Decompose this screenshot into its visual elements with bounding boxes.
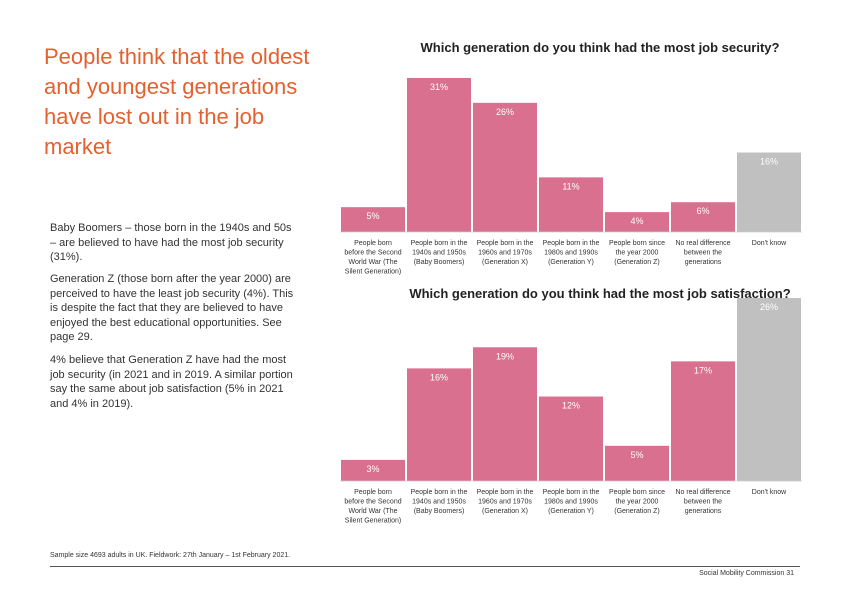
bar-label-satisfaction-1: 16%: [430, 372, 448, 382]
bar-label-satisfaction-0: 3%: [366, 464, 379, 474]
bar-satisfaction-0: [341, 459, 405, 481]
bar-label-satisfaction-6: 26%: [760, 302, 778, 312]
chart-title-job-satisfaction: Which generation do you think had the mo…: [409, 286, 791, 301]
footer-divider: [50, 566, 800, 567]
bar-label-satisfaction-2: 19%: [496, 351, 514, 361]
bar-label-security-0: 5%: [366, 211, 379, 221]
category-label-satisfaction-3: People born in the 1980s and 1990s (Genera…: [543, 489, 600, 515]
category-label-satisfaction-0: People born before the Second World War (T…: [344, 489, 401, 525]
category-label-security-2: People born in the 1960s and 1970s (Genera…: [477, 240, 534, 266]
bar-security-0: [341, 207, 405, 232]
bar-label-security-3: 11%: [562, 181, 579, 191]
category-label-satisfaction-2: People born in the 1960s and 1970s (Genera…: [477, 489, 534, 515]
bar-label-satisfaction-5: 17%: [694, 365, 712, 375]
bar-security-4: [605, 212, 669, 232]
footer-sample-note: Sample size 4693 adults in UK. Fieldwork…: [50, 552, 291, 559]
bar-security-3: [539, 177, 603, 232]
page-headline: People think that the oldest and younges…: [44, 44, 310, 159]
footer-page-number: Social Mobility Commission 31: [699, 570, 794, 577]
bar-label-satisfaction-3: 12%: [562, 401, 580, 411]
bar-security-2: [473, 102, 537, 232]
bar-satisfaction-6: [737, 298, 801, 481]
category-label-satisfaction-4: People born since the year 2000 (Generatio…: [609, 489, 665, 515]
bar-satisfaction-3: [539, 396, 603, 481]
chart-title-job-security: Which generation do you think had the mo…: [420, 40, 780, 55]
bar-security-1: [407, 78, 471, 232]
category-label-security-4: People born since the year 2000 (Generatio…: [609, 240, 665, 266]
category-label-satisfaction-6: Don't know: [752, 489, 787, 496]
category-label-security-1: People born in the 1940s and 1950s (Baby B…: [411, 240, 468, 266]
bar-label-security-6: 16%: [760, 157, 778, 167]
bar-satisfaction-5: [671, 361, 735, 481]
bar-satisfaction-1: [407, 368, 471, 481]
category-label-security-5: No real difference between the generations: [675, 240, 730, 266]
paragraph-baby-boomers: Baby Boomers – those born in the 1940s a…: [50, 222, 292, 263]
category-label-security-6: Don't know: [752, 240, 787, 247]
bar-security-6: [737, 152, 801, 232]
bar-satisfaction-4: [605, 445, 669, 481]
category-label-security-0: People born before the Second World War (T…: [344, 240, 401, 276]
bar-security-5: [671, 202, 735, 232]
bar-label-satisfaction-4: 5%: [630, 450, 643, 460]
bar-label-security-5: 6%: [696, 206, 709, 216]
category-label-satisfaction-5: No real difference between the generations: [675, 489, 730, 515]
paragraph-generation-z: Generation Z (those born after the year …: [50, 273, 294, 343]
bar-label-security-1: 31%: [430, 82, 448, 92]
bar-label-security-4: 4%: [630, 216, 643, 226]
bar-label-security-2: 26%: [496, 107, 514, 117]
category-label-satisfaction-1: People born in the 1940s and 1950s (Baby B…: [411, 489, 468, 515]
paragraph-job-satisfaction: 4% believe that Generation Z have had th…: [50, 354, 293, 410]
bar-satisfaction-2: [473, 347, 537, 481]
category-label-security-3: People born in the 1980s and 1990s (Genera…: [543, 240, 600, 266]
